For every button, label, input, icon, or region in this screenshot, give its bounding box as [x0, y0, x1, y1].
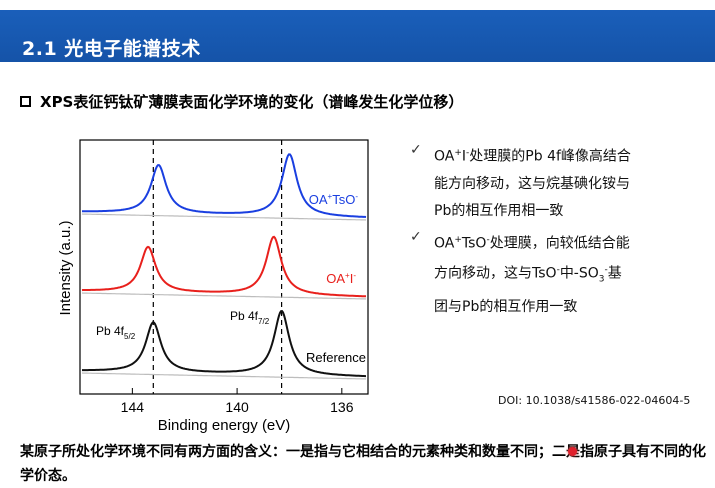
baseline-curve	[81, 213, 367, 221]
check-icon: ✓	[410, 228, 422, 245]
baseline-curve	[81, 372, 367, 380]
bullet-1-line-2: 能方向移动，这与烷基碘化铵与	[434, 175, 630, 192]
dashed-lines	[152, 140, 283, 394]
xps-chart-svg: 144 140 136 Intensity (a.u.) Binding energ…	[57, 139, 369, 434]
spectrum-line-1	[81, 235, 366, 298]
spectrum-line-0	[82, 153, 367, 218]
bottom-paragraph: 某原子所处化学环境不同有两方面的含义：一是指与它相结合的元素种类和数量不同；二是…	[20, 444, 706, 484]
spectrum-line-2	[82, 310, 366, 378]
x-tick-label: 136	[330, 399, 354, 415]
bullet-1-line-3: Pb的相互作用相一致	[434, 202, 564, 219]
page-title: 2.1 光电子能谱技术	[22, 38, 201, 60]
series-label-tso: OA+TsO-	[309, 192, 359, 207]
x-tick-label: 144	[121, 399, 145, 415]
plot-frame	[79, 139, 369, 395]
section-heading: XPS表征钙钛矿薄膜表面化学环境的变化（谱峰发生化学位移）	[40, 92, 464, 111]
bullet-1-line-1: OA+I-处理膜的Pb 4f峰像高结合	[434, 148, 631, 165]
baseline-curve	[81, 292, 367, 300]
laser-pointer-icon	[568, 447, 577, 456]
series-label-i: OA+I-	[326, 271, 356, 286]
bullet-2-line-3: 团与Pb的相互作用一致	[434, 298, 578, 315]
annotation-pb-4f52: Pb 4f5/2	[96, 324, 136, 341]
annotation-pb-4f72: Pb 4f7/2	[230, 309, 270, 326]
baseline-curves	[81, 213, 367, 380]
bullet-item-1: ✓ OA+I-处理膜的Pb 4f峰像高结合 能方向移动，这与烷基碘化铵与 Pb的…	[408, 140, 698, 225]
top-strip	[0, 0, 715, 10]
x-tick-label: 140	[225, 399, 249, 415]
doi-citation: DOI: 10.1038/s41586-022-04604-5	[498, 394, 691, 407]
series-label-reference: Reference	[306, 350, 366, 365]
bullet-2-line-2: 方向移动，这与TsO-中-SO3-基	[434, 265, 622, 285]
square-bullet-icon	[20, 95, 31, 107]
bullet-list: ✓ OA+I-处理膜的Pb 4f峰像高结合 能方向移动，这与烷基碘化铵与 Pb的…	[408, 140, 698, 323]
section-row: XPS表征钙钛矿薄膜表面化学环境的变化（谱峰发生化学位移）	[20, 90, 463, 112]
xps-chart: 144 140 136 Intensity (a.u.) Binding energ…	[40, 128, 380, 438]
x-ticks: 144 140 136	[121, 388, 354, 415]
bullet-2-line-1: OA+TsO-处理膜，向较低结合能	[434, 234, 630, 252]
check-icon: ✓	[410, 142, 422, 158]
bullet-item-2: ✓ OA+TsO-处理膜，向较低结合能 方向移动，这与TsO-中-SO3-基 团…	[408, 227, 698, 321]
x-axis-label: Binding energy (eV)	[158, 417, 291, 434]
y-axis-label: Intensity (a.u.)	[57, 220, 74, 315]
spectrum-curves	[81, 153, 367, 378]
slide-header: 2.1 光电子能谱技术	[0, 10, 715, 62]
